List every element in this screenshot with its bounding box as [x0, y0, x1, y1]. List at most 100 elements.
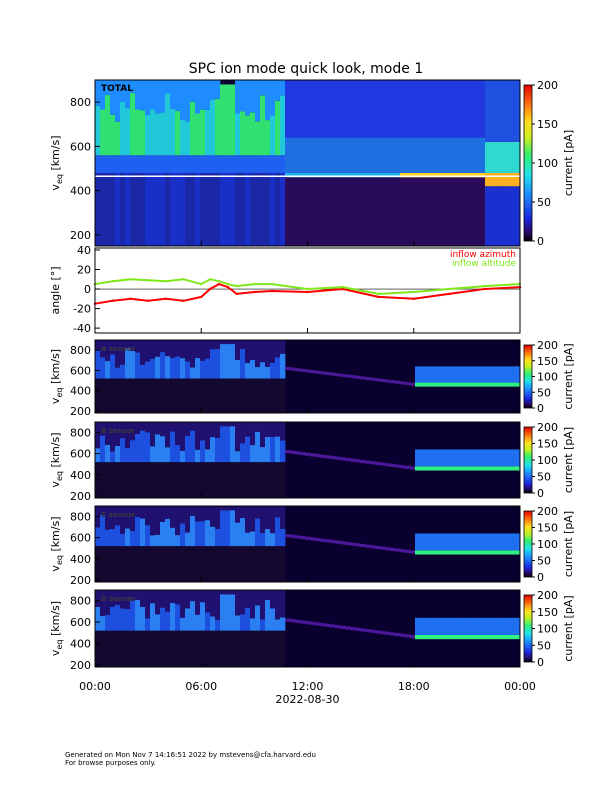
heatmap-column — [425, 466, 431, 471]
heatmap-column — [345, 374, 351, 378]
heatmap-column — [270, 362, 276, 379]
heatmap-column — [210, 422, 216, 438]
heatmap-column — [380, 80, 386, 138]
heatmap-column — [155, 434, 161, 463]
heatmap-column — [350, 80, 356, 138]
heatmap-column — [405, 549, 411, 553]
heatmap-column — [280, 506, 286, 529]
heatmap-column — [420, 382, 426, 387]
heatmap-column — [115, 172, 121, 246]
heatmap-column — [245, 590, 251, 608]
heatmap-column — [125, 462, 131, 498]
heatmap-column — [480, 366, 486, 383]
heatmap-column — [355, 627, 361, 631]
heatmap-column — [175, 422, 181, 446]
heatmap-column — [270, 172, 276, 246]
heatmap-column — [330, 539, 336, 544]
heatmap-column — [470, 634, 476, 640]
heatmap-column — [370, 137, 376, 173]
heatmap-column — [400, 80, 406, 138]
heatmap-column — [325, 80, 331, 138]
heatmap-column — [225, 594, 231, 631]
y-tick-label: 200 — [70, 659, 91, 672]
heatmap-column — [135, 630, 141, 667]
heatmap-column — [115, 630, 121, 667]
heatmap-column — [425, 550, 431, 555]
heatmap-panel-5: D sensor 200 400 600 800 veq [km/s] 0 50 100 150 2… — [49, 589, 575, 672]
heatmap-column — [485, 466, 491, 471]
heatmap-column — [115, 462, 121, 498]
heatmap-column — [110, 155, 116, 173]
heatmap-column — [280, 440, 286, 463]
heatmap-column — [310, 621, 316, 625]
heatmap-column — [160, 378, 166, 413]
heatmap-column — [100, 340, 106, 358]
heatmap-column — [280, 155, 286, 173]
heatmap-column — [220, 630, 226, 667]
heatmap-column — [415, 466, 421, 471]
heatmap-column — [305, 80, 311, 138]
heatmap-column — [120, 340, 126, 365]
heatmap-column — [235, 630, 241, 667]
data-point — [253, 290, 256, 294]
heatmap-column — [180, 506, 186, 524]
heatmap-column — [255, 546, 261, 582]
y-axis-label: veq [km/s] — [49, 135, 64, 190]
heatmap-column — [95, 349, 101, 379]
heatmap-column — [140, 590, 146, 607]
heatmap-column — [100, 515, 106, 547]
heatmap-column — [460, 466, 466, 471]
data-point — [226, 282, 229, 286]
heatmap-column — [215, 98, 221, 156]
heatmap-column — [300, 137, 306, 173]
heatmap-column — [385, 463, 391, 467]
heatmap-column — [330, 172, 336, 178]
heatmap-column — [475, 172, 481, 178]
heatmap-column — [510, 617, 516, 635]
heatmap-column — [140, 546, 146, 582]
heatmap-column — [510, 80, 516, 142]
heatmap-column — [175, 378, 181, 413]
heatmap-column — [145, 114, 151, 156]
heatmap-column — [480, 172, 486, 178]
heatmap-column — [430, 172, 436, 178]
heatmap-column — [155, 462, 161, 498]
heatmap-column — [265, 340, 271, 367]
heatmap-column — [405, 382, 411, 386]
heatmap-column — [300, 368, 306, 372]
x-tick-label: 00:00 — [504, 680, 536, 693]
heatmap-column — [375, 378, 381, 382]
heatmap-column — [95, 630, 101, 667]
heatmap-column — [505, 533, 511, 551]
heatmap-column — [380, 546, 386, 550]
heatmap-column — [320, 538, 326, 542]
heatmap-column — [115, 506, 121, 526]
heatmap-column — [215, 630, 221, 667]
heatmap-column — [255, 80, 261, 122]
heatmap-column — [500, 186, 506, 246]
panel-label: D sensor — [101, 595, 136, 603]
heatmap-column — [160, 172, 166, 246]
heatmap-column — [250, 359, 256, 379]
heatmap-column — [475, 550, 481, 555]
heatmap-column — [230, 462, 236, 498]
heatmap-column — [210, 155, 216, 173]
heatmap-column — [310, 370, 316, 374]
heatmap-column — [410, 137, 416, 173]
heatmap-column — [430, 449, 436, 467]
heatmap-column — [155, 534, 161, 547]
heatmap-column — [460, 533, 466, 551]
heatmap-column — [195, 546, 201, 582]
heatmap-column — [125, 590, 131, 610]
heatmap-column — [165, 590, 171, 612]
heatmap-column — [235, 462, 241, 498]
heatmap-column — [95, 422, 101, 449]
heatmap-column — [140, 80, 146, 111]
heatmap-column — [390, 137, 396, 173]
heatmap-column — [165, 462, 171, 498]
data-point — [306, 290, 309, 294]
heatmap-column — [515, 186, 521, 246]
heatmap-column — [115, 80, 121, 122]
heatmap-column — [235, 522, 241, 547]
heatmap-column — [510, 533, 516, 551]
